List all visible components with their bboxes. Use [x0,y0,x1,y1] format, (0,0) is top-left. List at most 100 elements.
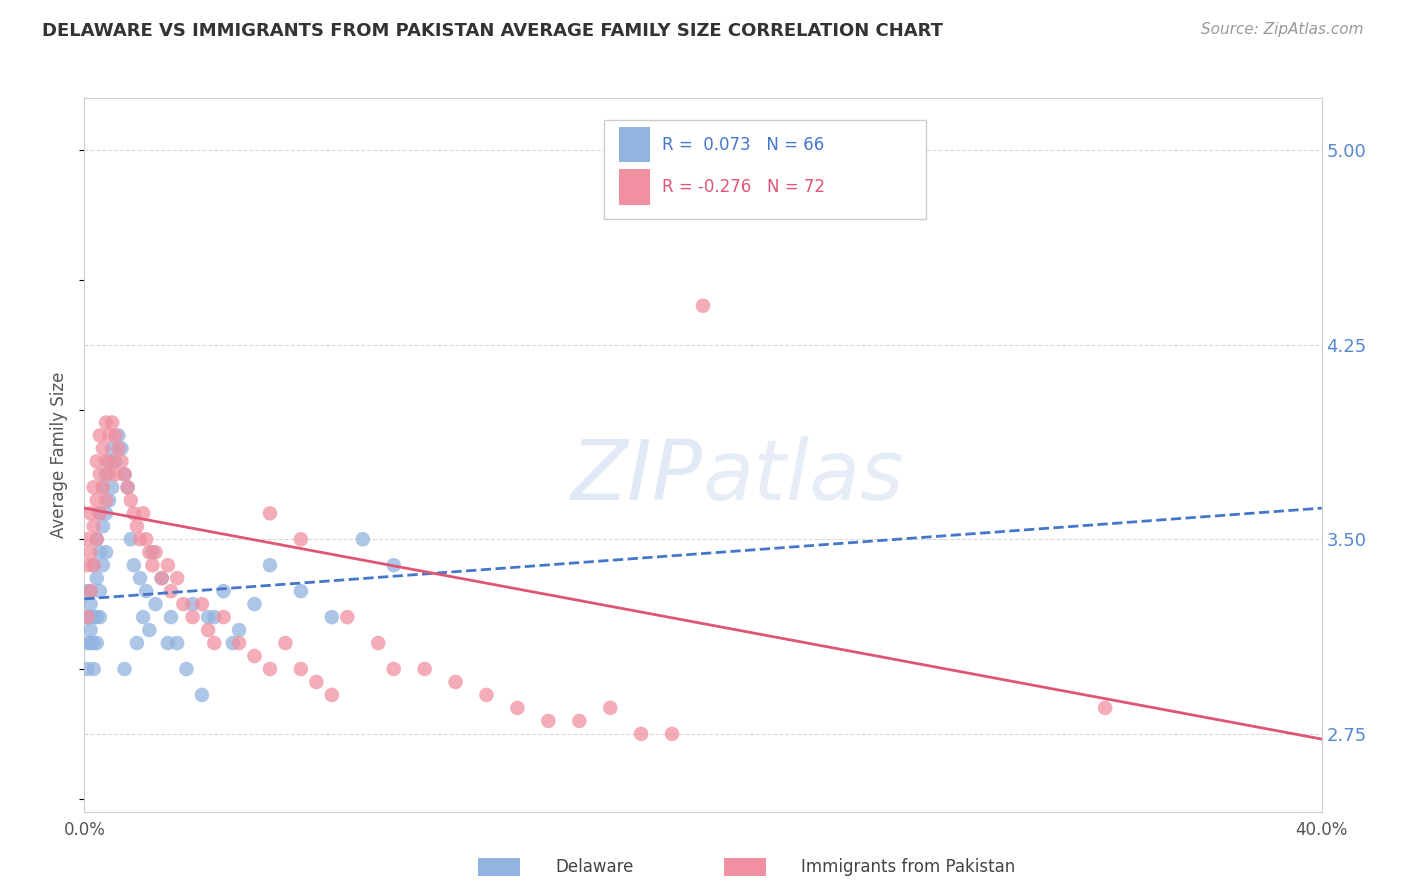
Point [104,428,127,442]
Point [86,533,108,547]
Point [91,480,114,494]
Point [661,727,683,741]
Point [444,675,467,690]
Point [94,467,117,482]
Point [367,636,389,650]
Point [76,533,98,547]
Point [132,610,155,624]
Point [76,636,98,650]
Point [160,584,183,599]
Point [101,416,124,430]
Point [120,533,142,547]
Text: Immigrants from Pakistan: Immigrants from Pakistan [801,858,1015,876]
Point [107,428,129,442]
Point [89,610,111,624]
Text: R = -0.276   N = 72: R = -0.276 N = 72 [662,178,825,196]
Point [94,493,117,508]
Point [475,688,498,702]
Point [141,545,163,559]
Point [86,610,108,624]
Point [197,610,219,624]
Text: atlas: atlas [703,436,904,516]
Point [815,182,838,196]
Point [86,454,108,468]
Point [101,442,124,456]
Point [122,558,145,573]
Point [692,299,714,313]
Point [212,610,235,624]
Point [150,571,173,585]
Point [101,454,124,468]
Point [506,701,529,715]
Point [568,714,591,728]
Point [156,558,179,573]
Point [114,467,136,482]
Point [259,558,281,573]
Point [89,428,111,442]
Text: R =  0.073   N = 66: R = 0.073 N = 66 [662,136,824,153]
Point [321,610,343,624]
Point [89,545,111,559]
Point [94,416,117,430]
Point [110,442,132,456]
Point [321,688,343,702]
Point [94,454,117,468]
Point [202,610,225,624]
Point [290,533,312,547]
FancyBboxPatch shape [605,120,925,219]
Point [243,648,266,663]
Point [176,662,198,676]
Text: ZIP: ZIP [571,436,703,516]
Point [79,584,101,599]
Point [98,493,121,508]
Point [83,558,105,573]
Point [181,610,204,624]
Point [120,493,142,508]
Point [630,727,652,741]
Point [83,558,105,573]
Point [79,584,101,599]
Point [94,506,117,520]
Point [91,558,114,573]
Point [79,597,101,611]
Point [91,442,114,456]
Point [114,467,136,482]
Point [191,597,214,611]
Point [160,610,183,624]
Point [138,623,160,637]
Point [79,610,101,624]
Point [76,610,98,624]
Point [91,519,114,533]
Point [202,636,225,650]
Point [212,584,235,599]
Point [537,714,560,728]
Point [336,610,359,624]
Point [290,584,312,599]
Point [79,506,101,520]
Point [83,662,105,676]
Point [413,662,436,676]
Point [104,467,127,482]
Point [89,467,111,482]
Text: Source: ZipAtlas.com: Source: ZipAtlas.com [1201,22,1364,37]
Point [181,597,204,611]
Point [76,610,98,624]
Point [274,636,297,650]
Point [107,442,129,456]
Point [156,636,179,650]
Point [599,701,621,715]
Point [129,533,152,547]
Point [129,571,152,585]
Point [382,558,405,573]
Point [104,454,127,468]
Point [117,480,139,494]
Point [228,636,250,650]
Point [122,506,145,520]
Point [76,584,98,599]
Point [305,675,328,690]
Point [1094,701,1116,715]
Point [94,545,117,559]
Point [138,545,160,559]
Point [89,506,111,520]
Point [79,545,101,559]
